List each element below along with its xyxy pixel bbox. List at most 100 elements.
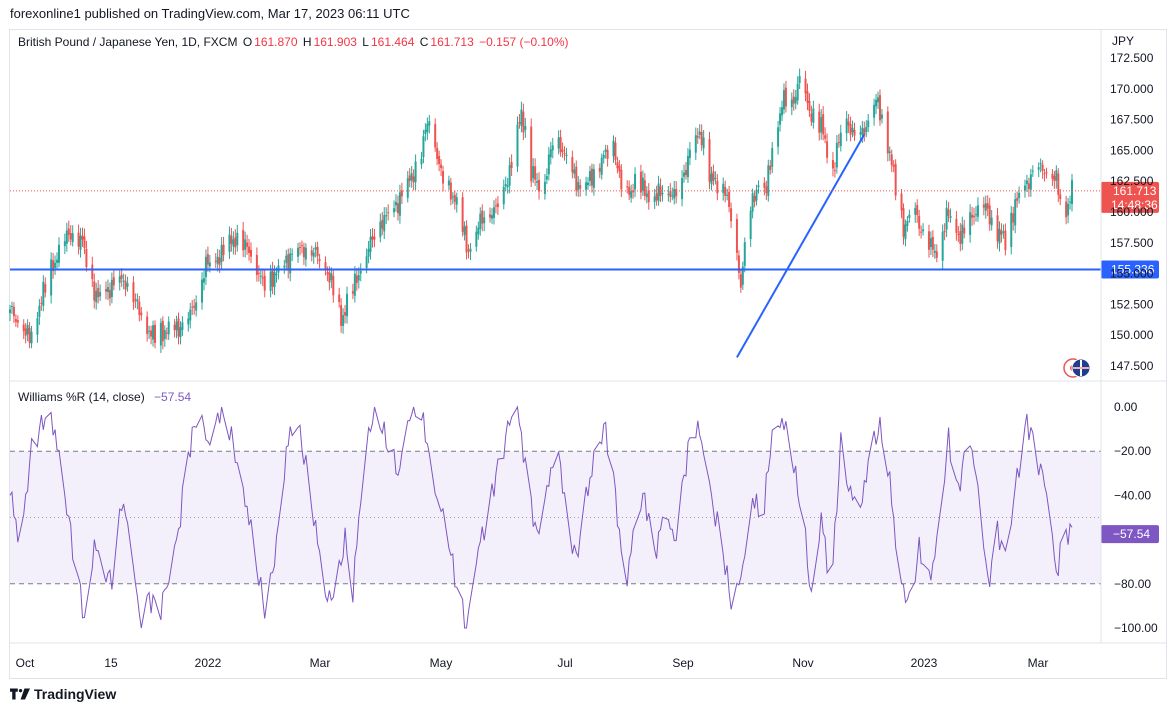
candle-body xyxy=(753,196,756,203)
candle-body xyxy=(461,197,464,232)
candle-body xyxy=(97,287,100,298)
indicator-value: −57.54 xyxy=(154,390,192,404)
candle-body xyxy=(330,273,333,281)
candle-body xyxy=(246,242,249,247)
candle-body xyxy=(804,78,807,94)
footer-brand[interactable]: TradingView xyxy=(10,686,116,702)
candle-body xyxy=(914,208,917,215)
candle-body xyxy=(835,142,838,168)
candle-body xyxy=(810,113,813,122)
candle-body xyxy=(894,163,897,196)
candle-body xyxy=(273,271,276,288)
candle-body xyxy=(667,193,670,195)
candle-body xyxy=(808,100,811,111)
candle-body xyxy=(916,205,919,216)
candle-body xyxy=(479,213,482,229)
price-legend: British Pound / Japanese Yen, 1D, FXCM O… xyxy=(18,35,571,49)
candle-body xyxy=(148,330,151,332)
candle-body xyxy=(236,232,239,246)
candle-body xyxy=(781,107,784,116)
candle-body xyxy=(442,171,445,184)
candle-body xyxy=(122,280,125,282)
candle-body xyxy=(722,183,725,194)
trend-line[interactable] xyxy=(736,133,866,358)
candle-body xyxy=(271,268,274,287)
candle-body xyxy=(451,196,454,198)
candle-body xyxy=(242,229,245,251)
candle-body xyxy=(765,186,768,194)
candle-body xyxy=(592,169,595,188)
candle-body xyxy=(475,231,478,247)
candle-body xyxy=(988,205,991,225)
candle-body xyxy=(395,201,398,206)
candle-body xyxy=(63,241,66,247)
candle-body xyxy=(393,208,396,213)
candle-body xyxy=(763,182,766,188)
indicator-legend: Williams %R (14, close) −57.54 xyxy=(18,390,191,404)
candle-body xyxy=(24,328,27,336)
candle-body xyxy=(927,231,930,250)
candle-body xyxy=(755,189,758,201)
candle-body xyxy=(681,178,684,200)
candle-body xyxy=(782,90,785,110)
time-tick-label: Sep xyxy=(672,656,694,670)
candle-body xyxy=(1037,167,1040,170)
candle-body xyxy=(653,196,656,202)
candle-body xyxy=(179,327,182,338)
wr-tick-label: −20.00 xyxy=(1114,444,1151,458)
candle-body xyxy=(214,260,217,262)
candle-body xyxy=(739,274,742,288)
candle-body xyxy=(990,217,993,226)
candle-body xyxy=(598,167,601,172)
candle-body xyxy=(728,191,731,207)
indicator-title[interactable]: Williams %R (14, close) xyxy=(18,390,145,404)
candle-body xyxy=(1002,231,1005,233)
candle-body xyxy=(824,135,827,139)
candle-body xyxy=(57,244,60,263)
candle-body xyxy=(112,277,115,286)
candle-body xyxy=(751,193,754,212)
candle-body xyxy=(1045,172,1048,174)
candle-body xyxy=(79,235,82,250)
candle-body xyxy=(248,246,251,254)
candle-body xyxy=(318,259,321,262)
candle-body xyxy=(467,249,470,251)
candle-body xyxy=(641,177,644,191)
candle-body xyxy=(712,171,715,181)
candle-body xyxy=(1051,173,1054,179)
candle-body xyxy=(346,293,349,317)
candle-body xyxy=(40,302,43,304)
candle-body xyxy=(779,113,782,125)
candle-body xyxy=(216,256,219,264)
candle-body xyxy=(95,290,98,303)
candle-body xyxy=(138,301,141,315)
candle-body xyxy=(261,277,264,279)
candle-body xyxy=(961,224,964,244)
candle-body xyxy=(974,214,977,216)
candle-body xyxy=(269,271,272,291)
candle-body xyxy=(447,180,450,186)
candle-body xyxy=(573,169,576,174)
close-label: C xyxy=(419,35,429,49)
candle-body xyxy=(105,289,108,292)
candle-body xyxy=(794,97,797,104)
high-label: H xyxy=(302,35,312,49)
candle-body xyxy=(908,214,911,219)
last-price-tag xyxy=(1101,181,1159,213)
symbol-label[interactable]: British Pound / Japanese Yen, 1D, FXCM xyxy=(18,35,238,49)
candle-body xyxy=(943,230,946,233)
candle-body xyxy=(536,181,539,183)
candle-body xyxy=(477,227,480,235)
candle-body xyxy=(206,254,209,265)
candle-body xyxy=(833,170,836,172)
candle-body xyxy=(534,166,537,180)
candle-body xyxy=(353,273,356,296)
candle-body xyxy=(465,225,468,253)
candle-body xyxy=(355,275,358,284)
support-line-tag-value: 155.336 xyxy=(1111,262,1155,276)
candle-body xyxy=(218,257,221,265)
candle-body xyxy=(1067,203,1070,216)
candle-body xyxy=(532,166,535,179)
candle-body xyxy=(900,193,903,211)
